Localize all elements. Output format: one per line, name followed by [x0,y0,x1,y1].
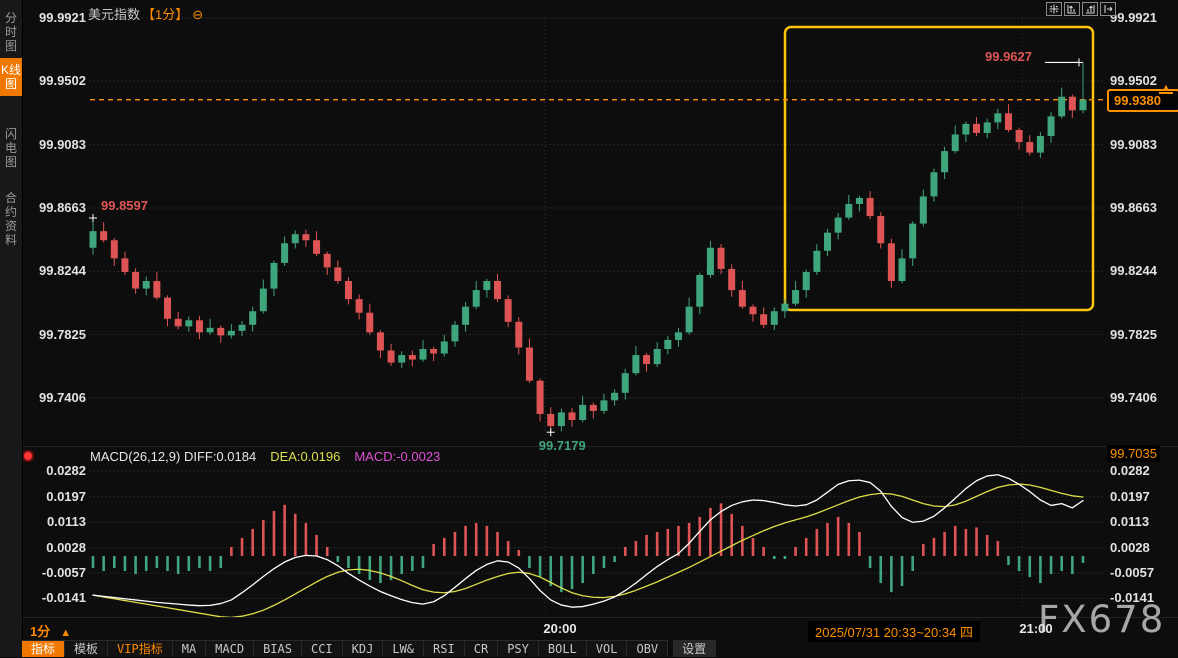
chart-type-sidebar: 分时图 K线图闪电图合约资料 [0,0,23,657]
macd-diff-value: DIFF:0.0184 [183,449,257,464]
toolbar-item-macd[interactable]: MACD [206,640,255,657]
macd-axis-label-right: -0.0141 [1110,590,1155,606]
time-label-2000: 20:00 [543,621,577,636]
toolbar-item-boll[interactable]: BOLL [538,640,587,657]
macd-axis-label-right: 0.0113 [1110,513,1150,529]
macd-axis-label-right: 0.0282 [1110,463,1150,479]
sidebar-item-lightning-chart[interactable]: 闪电图 [4,127,17,169]
chart-title: 美元指数 【1分】 ⊖ [88,4,203,23]
collapse-icon[interactable]: ⊖ [192,7,204,22]
toolbar-item-vip-indicator[interactable]: VIP指标 [108,640,173,657]
macd-axis-label-left: 0.0282 [46,463,86,479]
price-axis-label-right: 99.8244 [1110,263,1157,279]
toolbar-item-psy[interactable]: PSY [498,640,539,657]
macd-header: MACD(26,12,9) DIFF:0.0184 DEA:0.0196 MACD:… [90,449,440,464]
toolbar-item-cr[interactable]: CR [464,640,499,657]
indicator-remove-icon[interactable] [24,452,32,460]
zoom-in-icon[interactable] [1064,2,1080,16]
macd-chart-region[interactable] [90,462,1105,612]
price-axis-label-right: 99.9502 [1110,73,1157,89]
main-chart-region[interactable] [90,12,1105,445]
toolbar-item-template[interactable]: 模板 [65,640,109,657]
sidebar-item-time-share-chart[interactable]: 分时图 [4,11,17,53]
macd-axis-label-left: 0.0197 [46,488,86,504]
macd-axis-label-right: 0.0197 [1110,488,1150,504]
price-axis-label-right: 99.9083 [1110,136,1157,152]
toolbar-item-rsi[interactable]: RSI [424,640,465,657]
time-label-2100: 21:00 [1019,621,1053,636]
macd-axis-label-right: 0.0028 [1110,539,1150,555]
toolbar-item-lw[interactable]: LW& [383,640,425,657]
period-selector[interactable]: 1分 ▲ [30,621,71,640]
annotation-high-left: 99.8597 [101,198,148,214]
price-axis-label-left: 99.9921 [39,10,86,25]
price-axis-label-right: 99.8663 [1110,200,1157,216]
price-axis-label-left: 99.8244 [39,263,86,279]
macd-axis-label-left: -0.0057 [41,565,86,581]
sidebar-item-candlestick-chart[interactable]: K线图 [0,58,22,96]
price-axis-label-left: 99.8663 [39,200,86,216]
symbol-name: 美元指数 [88,7,141,22]
toolbar-item-bias[interactable]: BIAS [254,640,302,657]
toolbar-item-vol[interactable]: VOL [586,640,628,657]
price-axis-label-right: 99.7825 [1110,326,1157,342]
toolbar-item-obv[interactable]: OBV [627,640,669,657]
axis-divider [22,617,1178,618]
macd-right-badge: 99.7035 [1107,445,1160,462]
price-axis-label-right: 99.7406 [1110,389,1157,405]
chart-tool-buttons [1046,2,1116,16]
macd-axis-label-right: -0.0057 [1110,565,1155,581]
macd-axis-label-left: 0.0113 [46,513,86,529]
last-price-badge: 99.9380 [1107,89,1178,112]
price-axis-label-left: 99.9502 [39,73,86,89]
period-selector-label: 1分 [30,624,51,639]
price-axis-label-left: 99.9083 [39,136,86,152]
time-range-badge: 2025/07/31 20:33~20:34 四 [808,621,980,642]
macd-dea-value: DEA:0.0196 [270,449,341,464]
price-axis-label-left: 99.7406 [39,389,86,405]
period-tag: 【1分】 [142,7,189,22]
sidebar-item-contract-info[interactable]: 合约资料 [4,191,17,247]
panel-divider [22,446,1178,447]
toolbar-item-kdj[interactable]: KDJ [342,640,384,657]
macd-macd-value: MACD:-0.0023 [354,449,441,464]
indicator-toolbar: 指标 模板 VIP指标 MA MACD BIAS CCI KDJ LW& RSI CR PSY BOLL… [22,640,717,657]
crosshair-icon[interactable] [1046,2,1062,16]
toolbar-item-ma[interactable]: MA [172,640,207,657]
zoom-out-icon[interactable] [1082,2,1098,16]
scroll-to-latest-icon[interactable]: ▲ [1159,83,1173,94]
toolbar-item-cci[interactable]: CCI [301,640,343,657]
macd-axis-label-left: 0.0028 [46,539,86,555]
annotation-high-right: 99.9627 [985,49,1032,65]
pan-right-icon[interactable] [1100,2,1116,16]
toolbar-item-settings[interactable]: 设置 [673,640,717,657]
fx678-watermark: FX678 [1038,598,1166,641]
toolbar-item-indicator[interactable]: 指标 [22,640,66,657]
period-up-arrow-icon: ▲ [60,627,72,639]
macd-axis-label-left: -0.0141 [41,590,86,606]
annotation-low: 99.7179 [538,438,586,454]
price-axis-label-right: 99.9921 [1110,10,1157,25]
price-axis-label-left: 99.7825 [39,326,86,342]
macd-title: MACD(26,12,9) [90,449,181,464]
